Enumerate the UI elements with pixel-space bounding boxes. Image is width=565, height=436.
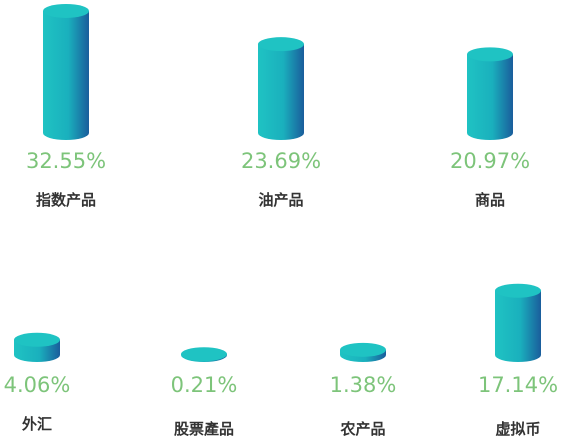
- cylinder-top: [340, 342, 386, 357]
- value-label: 4.06%: [4, 373, 71, 397]
- value-label: 17.14%: [478, 373, 558, 397]
- value-label: 0.21%: [171, 373, 238, 397]
- cylinder: [340, 342, 386, 362]
- cylinder-bottom: [43, 126, 89, 140]
- cylinder: [14, 332, 60, 362]
- cylinder-bottom: [258, 126, 304, 140]
- cylinder: [43, 3, 89, 140]
- category-label: 虚拟币: [495, 420, 540, 436]
- category-label: 油产品: [258, 191, 303, 209]
- cylinder-top: [467, 47, 513, 62]
- category-label: 股票產品: [174, 420, 234, 436]
- cylinder-bottom: [14, 348, 60, 362]
- cylinder-top: [181, 347, 227, 362]
- cylinder-body: [467, 54, 513, 133]
- value-label: 23.69%: [241, 149, 321, 173]
- cylinder-top: [495, 283, 541, 298]
- cylinder: [258, 37, 304, 140]
- value-label: 1.38%: [330, 373, 397, 397]
- category-label: 商品: [475, 191, 505, 209]
- cylinder-body: [43, 10, 89, 133]
- cylinder-top: [43, 3, 89, 18]
- value-label: 32.55%: [26, 149, 106, 173]
- category-label: 外汇: [21, 415, 52, 433]
- cylinder-bottom: [495, 348, 541, 362]
- cylinder-body: [495, 290, 541, 355]
- cylinder-body: [258, 44, 304, 133]
- cylinder: [467, 47, 513, 140]
- value-label: 20.97%: [450, 149, 530, 173]
- cylinder-top: [258, 37, 304, 52]
- cylinder-bottom: [467, 126, 513, 140]
- category-label: 农产品: [339, 420, 385, 436]
- category-label: 指数产品: [36, 191, 96, 209]
- cylinder: [495, 283, 541, 362]
- cylinder-top: [14, 332, 60, 347]
- cylinder: [181, 347, 227, 362]
